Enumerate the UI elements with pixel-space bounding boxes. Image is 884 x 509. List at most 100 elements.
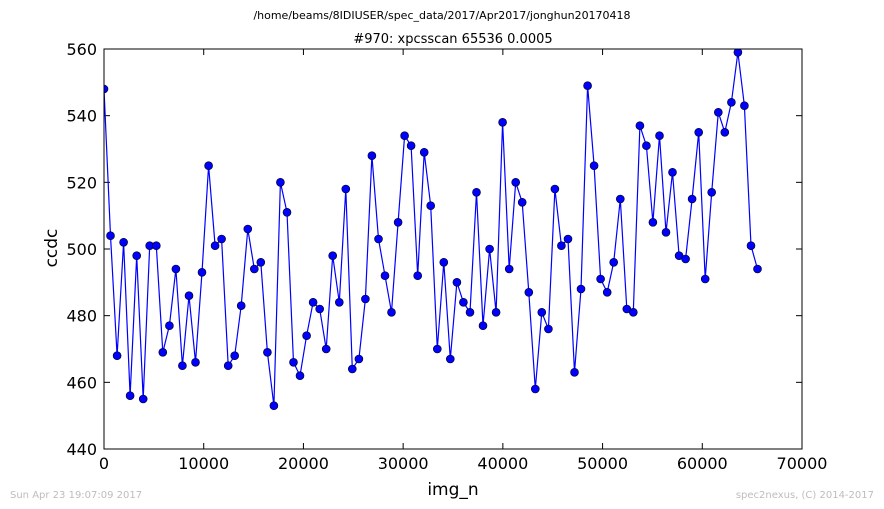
data-point-2 <box>112 351 122 361</box>
data-point-21 <box>236 301 246 311</box>
data-point-100 <box>753 264 762 274</box>
y-tick-label-6: 560 <box>66 40 97 59</box>
data-point-3 <box>119 238 128 247</box>
data-point-24 <box>256 257 266 267</box>
x-tick-label-2: 20000 <box>278 454 329 473</box>
data-point-19 <box>223 361 233 371</box>
data-point-91 <box>694 128 704 137</box>
data-point-60 <box>491 307 501 317</box>
data-point-82 <box>635 121 645 130</box>
plot-area: 0 10000 20000 30000 40000 50000 60000 70000 440 4… <box>66 40 827 473</box>
data-point-40 <box>361 294 370 304</box>
data-point-26 <box>269 401 279 411</box>
data-point-32 <box>308 297 318 307</box>
data-point-62 <box>504 264 514 274</box>
data-point-11 <box>171 264 181 274</box>
data-point-89 <box>681 254 690 264</box>
data-point-68 <box>544 324 553 334</box>
data-point-4 <box>125 391 135 401</box>
data-point-81 <box>628 307 638 317</box>
data-point-77 <box>602 287 612 297</box>
data-point-53 <box>445 354 455 364</box>
data-point-74 <box>583 81 592 90</box>
x-tick-label-5: 50000 <box>577 454 628 473</box>
data-point-52 <box>439 257 449 267</box>
data-point-41 <box>367 151 377 160</box>
data-point-96 <box>727 98 736 107</box>
data-point-1 <box>106 231 115 240</box>
data-point-51 <box>432 344 442 354</box>
data-point-71 <box>563 234 573 244</box>
data-point-57 <box>472 188 481 197</box>
data-point-14 <box>191 357 200 367</box>
data-point-98 <box>740 101 749 110</box>
x-tick-label-7: 70000 <box>777 454 828 473</box>
x-tick-label-6: 60000 <box>677 454 728 473</box>
data-point-65 <box>524 287 534 297</box>
data-point-22 <box>243 224 253 234</box>
data-point-99 <box>746 241 756 250</box>
data-point-12 <box>178 361 187 371</box>
data-point-64 <box>517 198 527 207</box>
data-point-94 <box>713 108 723 117</box>
data-point-10 <box>165 321 174 331</box>
data-point-34 <box>321 344 331 354</box>
y-tick-label-5: 540 <box>66 107 97 126</box>
data-point-48 <box>413 271 423 281</box>
data-point-85 <box>655 131 664 140</box>
data-point-73 <box>576 284 586 294</box>
data-point-36 <box>334 297 344 307</box>
data-point-8 <box>152 241 161 250</box>
y-tick-label-3: 500 <box>66 240 97 259</box>
x-tick-label-0: 0 <box>99 454 109 473</box>
data-point-66 <box>530 384 540 394</box>
data-point-33 <box>315 304 325 314</box>
data-point-16 <box>204 161 213 170</box>
data-point-18 <box>217 234 226 244</box>
data-point-54 <box>452 277 462 287</box>
data-point-17 <box>210 241 220 250</box>
data-point-93 <box>707 188 717 197</box>
data-point-47 <box>406 141 416 150</box>
data-point-56 <box>465 307 475 317</box>
data-point-50 <box>426 201 436 210</box>
data-point-72 <box>570 367 579 377</box>
data-point-13 <box>184 291 194 301</box>
data-point-28 <box>282 208 292 217</box>
data-point-49 <box>419 148 429 157</box>
y-tick-label-2: 480 <box>66 307 97 326</box>
data-point-95 <box>720 128 730 137</box>
footer-copyright: spec2nexus, (C) 2014-2017 <box>736 490 874 501</box>
data-point-30 <box>295 371 305 381</box>
x-axis-label: img_n <box>427 480 478 500</box>
y-tick-label-1: 460 <box>66 373 97 392</box>
data-point-92 <box>700 274 710 284</box>
footer-timestamp: Sun Apr 23 19:07:09 2017 <box>10 490 142 501</box>
data-point-97 <box>733 49 743 57</box>
data-point-35 <box>328 251 338 260</box>
x-tick-label-1: 10000 <box>178 454 229 473</box>
series-line <box>104 52 759 406</box>
data-point-84 <box>648 218 658 227</box>
figure-suptitle: /home/beams/8IDIUSER/spec_data/2017/Apr2… <box>253 9 630 22</box>
chart-title: #970: xpcsscan 65536 0.0005 <box>353 32 552 47</box>
data-point-67 <box>537 307 547 317</box>
data-point-63 <box>511 178 521 187</box>
data-point-39 <box>354 354 364 364</box>
data-point-44 <box>387 307 396 317</box>
data-point-45 <box>393 218 403 227</box>
x-tick-label-3: 30000 <box>378 454 429 473</box>
y-tick-label-0: 440 <box>66 440 97 459</box>
data-point-61 <box>498 118 507 127</box>
data-point-42 <box>374 234 383 244</box>
data-point-37 <box>341 184 351 194</box>
data-point-25 <box>263 347 272 357</box>
data-point-83 <box>642 141 651 150</box>
data-point-79 <box>615 194 625 204</box>
data-point-86 <box>661 228 671 237</box>
data-point-0 <box>104 84 109 94</box>
data-point-27 <box>276 178 285 187</box>
data-point-59 <box>485 244 494 254</box>
data-point-20 <box>230 351 239 361</box>
